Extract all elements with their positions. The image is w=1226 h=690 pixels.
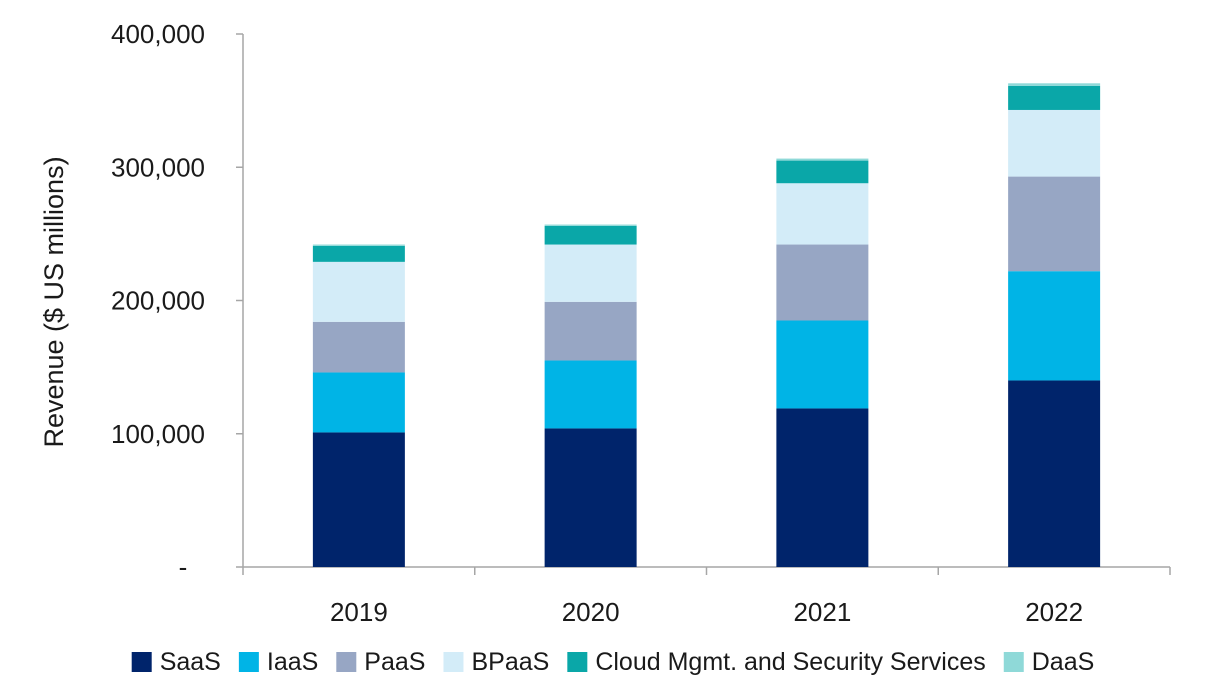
legend-item: IaaS bbox=[238, 648, 318, 676]
legend-label: BPaaS bbox=[471, 648, 549, 676]
y-tick-label: - bbox=[179, 552, 188, 582]
legend-label: Cloud Mgmt. and Security Services bbox=[595, 648, 985, 676]
legend-label: PaaS bbox=[364, 648, 425, 676]
bar-segment bbox=[1008, 85, 1101, 110]
legend-label: SaaS bbox=[160, 648, 221, 676]
legend-item: BPaaS bbox=[443, 648, 549, 676]
bar-segment bbox=[776, 408, 869, 567]
bar-segment bbox=[544, 225, 637, 245]
bar-segment bbox=[776, 160, 869, 184]
bar-segment bbox=[1008, 83, 1101, 86]
x-tick-label: 2022 bbox=[1025, 597, 1083, 627]
y-tick-label: 200,000 bbox=[111, 286, 205, 316]
bar-segment bbox=[312, 432, 405, 567]
legend-swatch bbox=[336, 652, 357, 672]
bar-segment bbox=[776, 320, 869, 409]
legend-swatch bbox=[443, 652, 464, 672]
x-tick-label: 2019 bbox=[330, 597, 388, 627]
bar-segment bbox=[776, 158, 869, 161]
legend-item: PaaS bbox=[336, 648, 425, 676]
bar-segment bbox=[544, 224, 637, 226]
bar-segment bbox=[1008, 380, 1101, 567]
plot-area: - 100,000 200,000 300,000 400,000 2019 2020 202… bbox=[111, 19, 1171, 627]
bar-segment bbox=[544, 360, 637, 429]
bar-segment bbox=[312, 321, 405, 373]
bar-segment bbox=[544, 428, 637, 567]
y-tick-label: 300,000 bbox=[111, 152, 205, 182]
bar-segment bbox=[312, 372, 405, 433]
bar-segment bbox=[1008, 109, 1101, 177]
legend-swatch bbox=[238, 652, 259, 672]
legend: SaaS IaaS PaaS BPaaS Cloud Mgmt. and Securit… bbox=[131, 648, 1095, 676]
bar-segment bbox=[1008, 176, 1101, 272]
x-tick-label: 2021 bbox=[793, 597, 851, 627]
bar-segment bbox=[776, 183, 869, 245]
legend-swatch bbox=[131, 652, 152, 672]
legend-swatch bbox=[567, 652, 588, 672]
x-tick-label: 2020 bbox=[562, 597, 620, 627]
legend-item: DaaS bbox=[1003, 648, 1095, 676]
bar-segment bbox=[776, 244, 869, 321]
bar-segment bbox=[312, 244, 405, 246]
bar-segment bbox=[544, 301, 637, 361]
bar-segment bbox=[312, 245, 405, 262]
legend-swatch bbox=[1003, 652, 1024, 672]
legend-item: SaaS bbox=[131, 648, 221, 676]
y-tick-label: 400,000 bbox=[111, 19, 205, 49]
bar-segment bbox=[312, 261, 405, 322]
legend-label: IaaS bbox=[267, 648, 318, 676]
bar-segment bbox=[1008, 271, 1101, 381]
y-axis-label: Revenue ($ US millions) bbox=[39, 156, 69, 447]
bar-segment bbox=[544, 244, 637, 302]
y-tick-label: 100,000 bbox=[111, 419, 205, 449]
legend-item: Cloud Mgmt. and Security Services bbox=[567, 648, 986, 676]
legend-label: DaaS bbox=[1032, 648, 1095, 676]
